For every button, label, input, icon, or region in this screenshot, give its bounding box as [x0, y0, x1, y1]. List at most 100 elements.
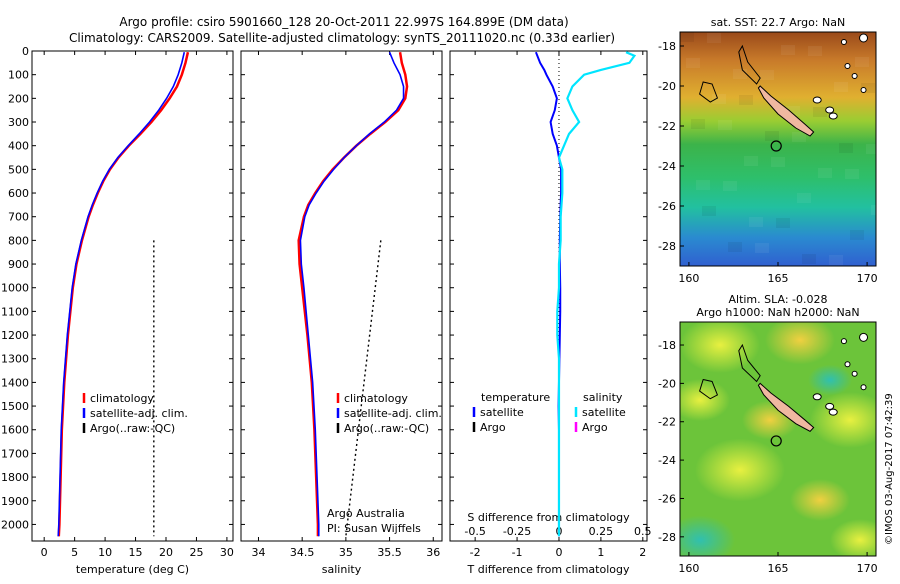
sla-blob — [742, 400, 798, 440]
sst-texture — [755, 243, 769, 253]
map-y-tick-label: -28 — [658, 531, 676, 544]
island — [840, 39, 847, 45]
y-tick-label: 600 — [8, 187, 29, 200]
salinity-xlabel: salinity — [322, 563, 362, 576]
reef-outline — [738, 44, 761, 85]
sst-texture — [696, 180, 710, 190]
sst-texture — [718, 120, 732, 130]
sst-texture — [813, 107, 827, 117]
sla-blob — [790, 479, 850, 521]
x-tick-label: 15 — [129, 546, 143, 559]
y-tick-label: 1300 — [1, 353, 29, 366]
sst-map-field — [680, 32, 876, 266]
sst-texture — [686, 58, 700, 68]
temperature-xlabel: temperature (deg C) — [76, 563, 189, 576]
y-tick-label: 300 — [8, 116, 29, 129]
island — [828, 408, 838, 416]
panel-difference: -2 -1 0 1 2-0.5 -0.25 0 0.25 0.5S difference fro… — [449, 50, 652, 576]
reef-outline — [699, 378, 719, 400]
x-tick-label: 35 — [339, 546, 353, 559]
sst-texture — [829, 255, 843, 265]
sla-blob — [695, 438, 785, 502]
legend-s-satellite-label: satellite — [582, 406, 626, 419]
island — [860, 384, 867, 391]
y-tick-label: 2000 — [1, 518, 29, 531]
island — [844, 63, 851, 69]
y-tick-label: 1500 — [1, 400, 29, 413]
island — [840, 338, 847, 345]
y-tick-label: 1400 — [1, 376, 29, 389]
y-tick-label: 500 — [8, 163, 29, 176]
annotation-line2: PI: Susan Wijffels — [327, 522, 421, 535]
y-tick-label: 0 — [22, 45, 29, 58]
x-tick-label: 34 — [251, 546, 265, 559]
sst-texture — [702, 206, 716, 216]
y-tick-label: 800 — [8, 234, 29, 247]
x-tick-label: -1 — [512, 546, 523, 559]
temperature-legend-2-label: Argo(..raw:-QC) — [90, 422, 175, 435]
map-y-tick-label: -20 — [658, 377, 676, 390]
legend-t-argo-label: Argo — [480, 421, 506, 434]
map-panels: 160 165 170 -18 -20 -22 -24 -26 -28 sat. SST: 22.… — [658, 16, 878, 575]
new-caledonia-land — [757, 382, 815, 432]
sst-texture — [834, 82, 848, 92]
sst-texture — [802, 254, 816, 264]
x2-tick-label: 0.25 — [589, 525, 614, 538]
sla-map-title: Altim. SLA: -0.028 — [728, 293, 827, 306]
island — [825, 106, 835, 114]
panel-temperature: 0 5 10 15 20 25 300100200300400500600700800900… — [1, 45, 234, 576]
sst-texture — [861, 83, 875, 93]
series-s-diff-satellite — [556, 51, 637, 537]
map-y-tick-label: -20 — [658, 80, 676, 93]
y-tick-label: 1100 — [1, 305, 29, 318]
y-tick-label: 400 — [8, 140, 29, 153]
sla-blob — [765, 322, 835, 365]
sst-texture — [871, 205, 876, 215]
salinity-legend-2-label: Argo(..raw:-QC) — [344, 422, 429, 435]
map-y-tick-label: -18 — [658, 40, 676, 53]
sst-texture — [771, 157, 785, 167]
y-tick-label: 1600 — [1, 424, 29, 437]
x-tick-label: 25 — [189, 546, 203, 559]
header-line1: Argo profile: csiro 5901660_128 20-Oct-2… — [119, 15, 568, 29]
x2-tick-label: 0.5 — [634, 525, 652, 538]
island — [859, 332, 869, 342]
x-tick-label: 20 — [159, 546, 173, 559]
sla-map-field — [680, 322, 876, 556]
legend-salinity-title: salinity — [583, 391, 623, 404]
sst-texture — [760, 70, 774, 80]
sla-map-title: Argo h1000: NaN h2000: NaN — [696, 306, 859, 319]
argo-float-marker — [770, 140, 782, 152]
difference-xlabel2: S difference from climatology — [467, 511, 630, 524]
sst-texture — [765, 131, 779, 141]
series-temperature-1 — [57, 52, 186, 537]
sst-texture — [792, 132, 806, 142]
difference-frame — [449, 50, 648, 542]
map-y-tick-label: -28 — [658, 240, 676, 253]
credit-text: ©IMOS 03-Aug-2017 07:42:39 — [884, 393, 895, 545]
map-y-tick-label: -22 — [658, 120, 676, 133]
sst-texture — [776, 218, 790, 228]
panel-salinity: 34 34.5 35 35.5 36 salinity climatology satelli… — [240, 50, 443, 576]
island — [812, 96, 822, 104]
sst-texture — [712, 94, 726, 104]
x-tick-label: 34.5 — [290, 546, 315, 559]
profile-panels: 0 5 10 15 20 25 300100200300400500600700800900… — [1, 45, 652, 576]
x-tick-label: 36 — [426, 546, 440, 559]
sla-blob — [680, 322, 760, 373]
island — [851, 73, 858, 79]
map-x-tick-label: 165 — [768, 562, 789, 575]
map-x-tick-label: 170 — [857, 272, 878, 285]
y-tick-label: 1900 — [1, 495, 29, 508]
sst-texture — [707, 33, 721, 43]
salinity-frame — [240, 50, 443, 542]
sst-field — [680, 32, 876, 266]
y-tick-label: 1800 — [1, 471, 29, 484]
sst-texture — [866, 144, 876, 154]
x-tick-label: 35.5 — [377, 546, 402, 559]
sst-map-title: sat. SST: 22.7 Argo: NaN — [711, 16, 845, 29]
header-line2: Climatology: CARS2009. Satellite-adjuste… — [69, 31, 615, 45]
temperature-legend-0-label: climatology — [90, 392, 154, 405]
x-tick-label: 10 — [98, 546, 112, 559]
